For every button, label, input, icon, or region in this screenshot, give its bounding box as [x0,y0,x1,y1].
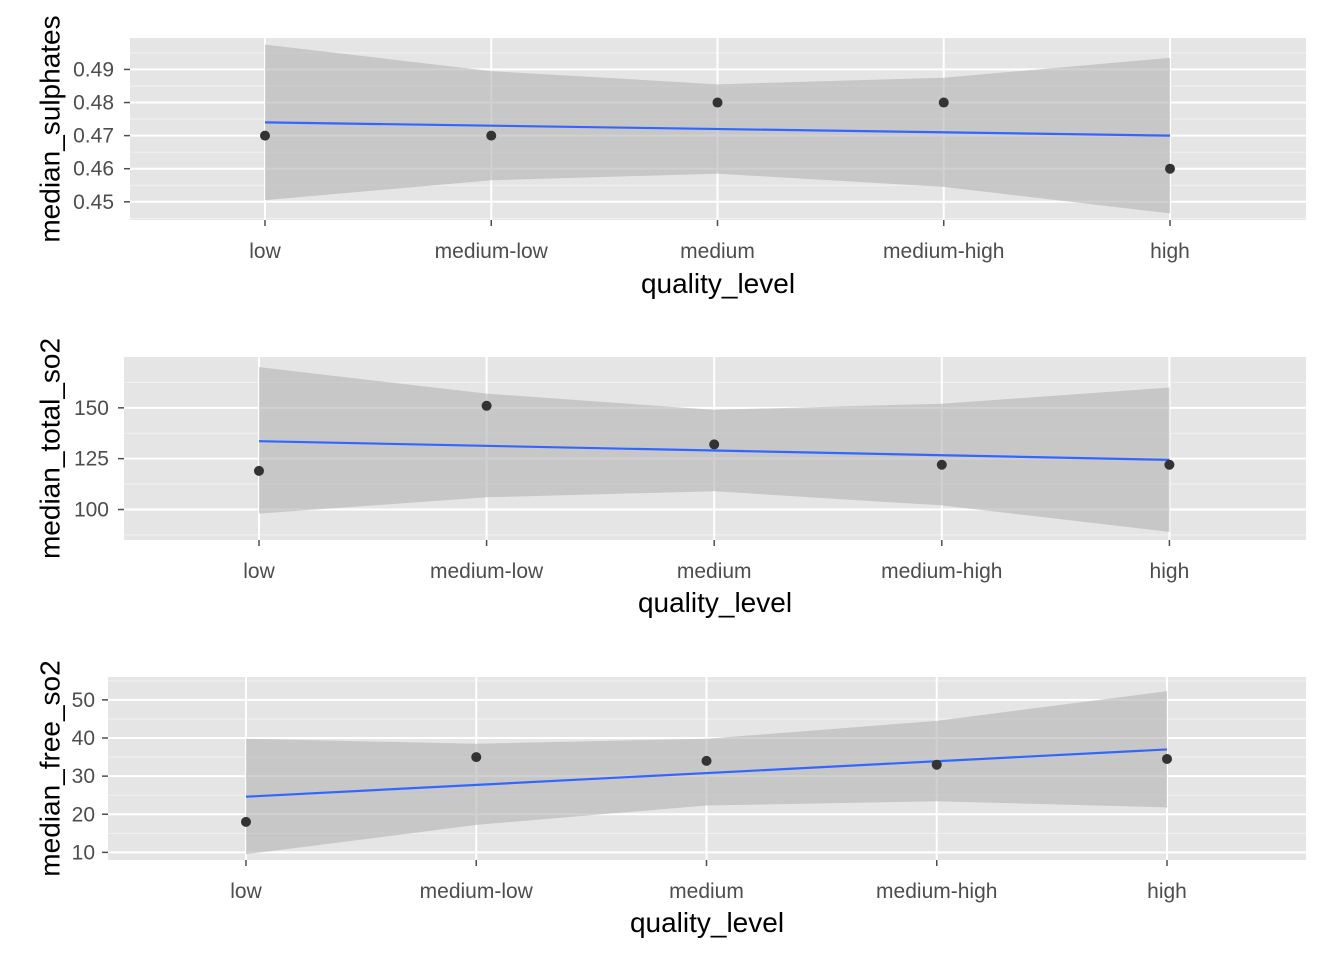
y-tick-label: 30 [72,765,95,788]
data-point [712,97,723,108]
x-tick-label: medium [677,560,752,583]
data-point [931,759,942,770]
y-axis-title: median_total_so2 [34,338,65,559]
x-tick-label: low [243,560,275,583]
x-tick-label: low [249,240,281,263]
x-tick-label: low [230,880,262,903]
trend-line [258,440,1170,461]
data-point [471,752,482,763]
y-tick-label: 10 [72,841,95,864]
y-tick-label: 0.46 [73,158,114,181]
y-axis-title: median_free_so2 [34,660,65,876]
y-tick-label: 0.45 [73,191,114,214]
y-tick-label: 20 [72,803,95,826]
y-tick-label: 0.49 [73,58,114,81]
x-tick-label: medium-high [876,880,997,903]
data-point [241,816,251,827]
y-tick-label: 0.48 [73,92,114,115]
y-tick-label: 0.47 [73,125,114,148]
trend-line [245,748,1168,798]
x-tick-label: medium [680,240,755,263]
data-point [1162,753,1172,764]
x-tick-label: medium-low [420,880,534,903]
data-point [938,97,949,108]
y-tick-label: 40 [72,727,95,750]
data-point [701,755,712,766]
x-tick-label: medium [669,880,744,903]
panel-2: 100 125 150 low medium-low medium medium-high h… [34,338,1306,618]
trend-line [264,121,1171,137]
x-axis-title: quality_level [630,907,784,938]
x-tick-label: medium-low [430,560,544,583]
x-tick-label: medium-high [881,560,1002,583]
x-tick-label: high [1147,880,1187,903]
x-tick-label: medium-low [435,240,549,263]
data-point [1164,459,1175,470]
x-tick-label: medium-high [883,240,1004,263]
data-point [481,400,492,411]
x-tick-label: high [1150,240,1190,263]
x-axis-title: quality_level [641,268,795,299]
y-tick-label: 125 [74,448,109,471]
y-axis-title: median_sulphates [34,15,65,242]
data-point [254,465,264,476]
data-point [936,459,947,470]
y-tick-label: 50 [72,689,95,712]
panel-1: 0.45 0.46 0.47 0.48 0.49 low medium-low medium m… [34,15,1306,299]
data-point [486,130,497,141]
x-axis-title: quality_level [638,587,792,618]
y-tick-label: 100 [74,499,109,522]
data-point [709,439,720,450]
x-tick-label: high [1150,560,1190,583]
y-tick-label: 150 [74,397,109,420]
panel-3: 10 20 30 40 50 low medium-low medium medium-high… [34,660,1306,938]
data-point [260,130,270,141]
data-point [1165,163,1175,174]
